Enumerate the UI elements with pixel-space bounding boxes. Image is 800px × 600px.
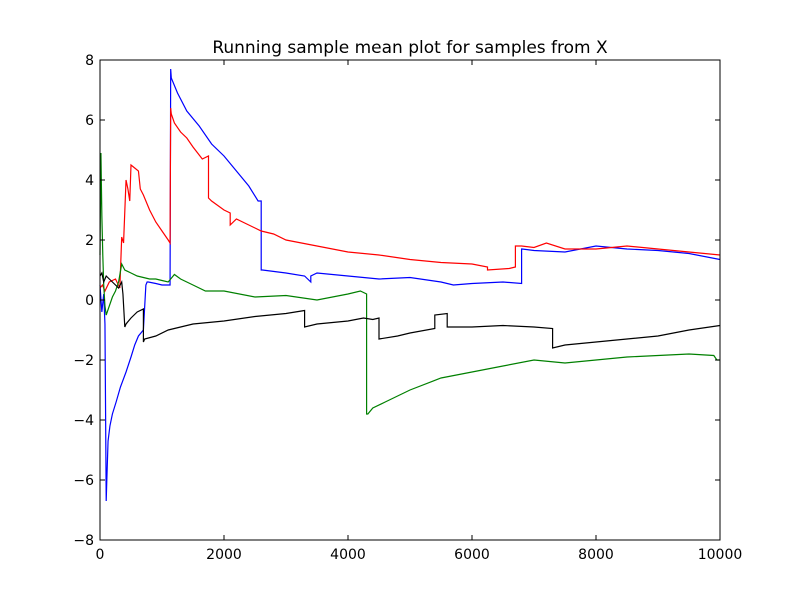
- x-tick-label: 4000: [330, 547, 366, 563]
- series-line-2: [99, 107, 721, 293]
- y-tick-label: 8: [85, 53, 94, 69]
- y-tick-label: 6: [85, 113, 94, 129]
- y-tick-label: −2: [73, 353, 94, 369]
- y-tick-label: −8: [73, 533, 94, 549]
- y-tick-label: 2: [85, 233, 94, 249]
- y-tick-label: −4: [73, 413, 94, 429]
- series-layer: [99, 68, 721, 502]
- chart-title: Running sample mean plot for samples fro…: [212, 38, 608, 58]
- y-tick-label: 0: [85, 293, 94, 309]
- y-tick-label: −6: [73, 473, 94, 489]
- series-line-4: [99, 271, 721, 349]
- series-line-1: [99, 68, 721, 502]
- x-tick-label: 2000: [206, 547, 242, 563]
- x-tick-label: 8000: [578, 547, 614, 563]
- y-tick-label: 4: [85, 173, 94, 189]
- x-tick-label: 10000: [698, 547, 743, 563]
- axes-layer: 0 2000 4000 6000 8000 10000 −8 −6 −4 −2 0 2 4 6 8: [73, 53, 742, 563]
- x-tick-label: 6000: [454, 547, 490, 563]
- plot-area: [100, 60, 720, 540]
- x-tick-label: 0: [96, 547, 105, 563]
- series-line-3: [99, 152, 720, 415]
